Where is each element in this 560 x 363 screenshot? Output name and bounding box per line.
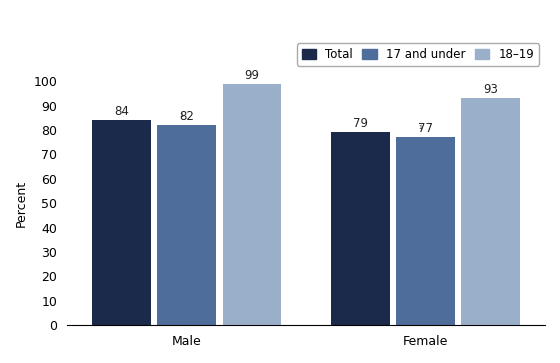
Text: 93: 93 bbox=[483, 83, 498, 96]
Bar bbox=[461, 98, 520, 325]
Bar bbox=[331, 132, 390, 325]
Text: ¹: ¹ bbox=[418, 125, 422, 135]
Text: 82: 82 bbox=[179, 110, 194, 123]
Text: 77: 77 bbox=[418, 122, 433, 135]
Bar bbox=[92, 120, 151, 325]
Bar bbox=[157, 125, 216, 325]
Text: 84: 84 bbox=[114, 105, 129, 118]
Bar bbox=[396, 137, 455, 325]
Legend: Total, 17 and under, 18–19: Total, 17 and under, 18–19 bbox=[297, 43, 539, 66]
Bar bbox=[222, 83, 281, 325]
Text: 99: 99 bbox=[244, 69, 259, 82]
Text: ¹: ¹ bbox=[180, 113, 183, 123]
Y-axis label: Percent: Percent bbox=[15, 180, 28, 227]
Text: 79: 79 bbox=[353, 118, 368, 130]
